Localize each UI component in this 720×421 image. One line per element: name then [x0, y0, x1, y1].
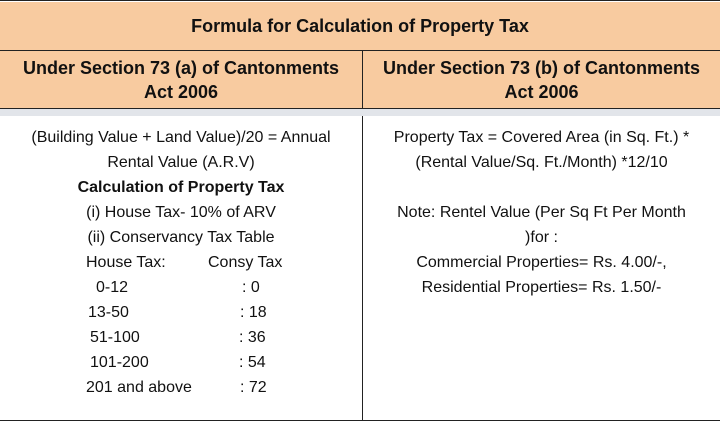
rental-value-note: )for :: [525, 229, 558, 246]
consy-value: : 0: [242, 279, 260, 296]
consy-value: : 36: [239, 329, 266, 346]
header-line: Under Section 73 (b) of Cantonments: [382, 57, 701, 78]
header-line: Act 2006: [504, 81, 579, 102]
header-section-73b: Under Section 73 (b) of Cantonments Act 2…: [363, 51, 720, 109]
residential-rate: Residential Properties= Rs. 1.50/-: [421, 279, 662, 296]
house-range: 201 and above: [86, 379, 192, 396]
house-tax-column: House Tax:: [86, 254, 166, 271]
header-section-73a: Under Section 73 (a) of Cantonments Act 2…: [0, 51, 363, 109]
header-line: Act 2006: [143, 81, 219, 102]
table-title: Formula for Calculation of Property Tax: [0, 2, 720, 51]
house-range: 101-200: [90, 354, 149, 371]
table-row: 51-100 : 36: [0, 325, 362, 350]
property-tax-formula: (Rental Value/Sq. Ft./Month) *12/10: [415, 154, 668, 171]
arv-formula-line: (Building Value + Land Value)/20 = Annua…: [31, 129, 331, 146]
arv-formula-line: Rental Value (A.R.V): [107, 154, 255, 171]
table-row: 101-200 : 54: [0, 350, 362, 375]
calculation-subheading: Calculation of Property Tax: [77, 179, 285, 196]
column-divider: [362, 116, 363, 420]
section-73b-content: Property Tax = Covered Area (in Sq. Ft.)…: [363, 125, 720, 300]
separator-band: [0, 109, 720, 116]
table-row: 201 and above : 72: [0, 375, 362, 400]
consy-tax-column: Consy Tax: [208, 254, 283, 271]
commercial-rate: Commercial Properties= Rs. 4.00/-,: [416, 254, 667, 271]
table-row: 0-12 : 0: [0, 275, 362, 300]
house-range: 13-50: [88, 304, 129, 321]
section-73a-content: (Building Value + Land Value)/20 = Annua…: [0, 125, 362, 400]
house-range: 0-12: [96, 279, 129, 296]
consy-value: : 54: [239, 354, 266, 371]
conservancy-tax-item: (ii) Conservancy Tax Table: [87, 229, 275, 246]
rental-value-note: Note: Rentel Value (Per Sq Ft Per Month: [397, 204, 686, 221]
table-row: 13-50 : 18: [0, 300, 362, 325]
consy-value: : 72: [240, 379, 267, 396]
property-tax-formula: Property Tax = Covered Area (in Sq. Ft.)…: [393, 129, 690, 146]
conservancy-table-header: House Tax: Consy Tax: [0, 250, 362, 275]
header-line: Under Section 73 (a) of Cantonments: [22, 57, 340, 78]
consy-value: : 18: [240, 304, 267, 321]
house-tax-item: (i) House Tax- 10% of ARV: [86, 204, 276, 221]
house-range: 51-100: [90, 329, 140, 346]
